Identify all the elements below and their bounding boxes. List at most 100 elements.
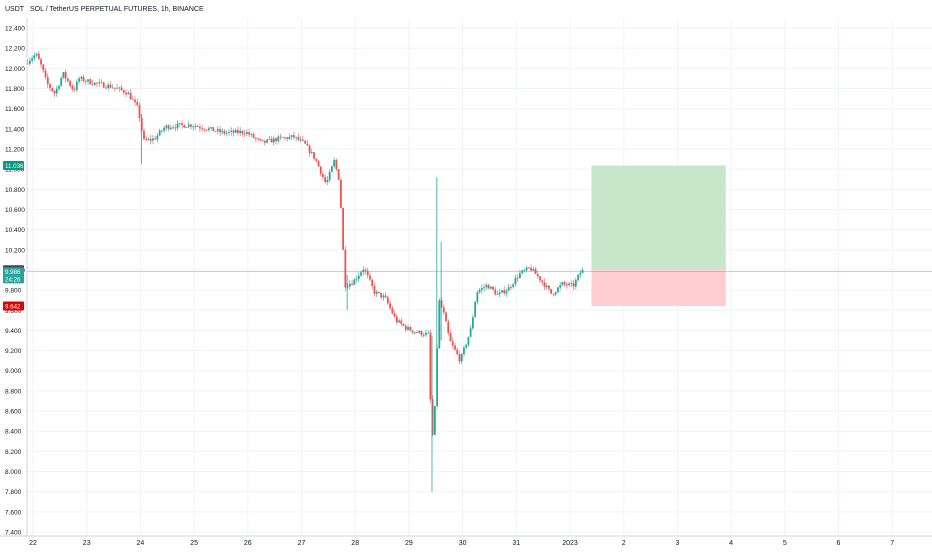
candle-body xyxy=(369,275,371,280)
candle-body xyxy=(281,137,284,138)
candle-body xyxy=(554,292,557,295)
candle-body xyxy=(398,320,400,323)
loss-zone[interactable] xyxy=(591,269,726,307)
candle-body xyxy=(234,129,237,133)
candle-body xyxy=(239,130,242,134)
candle-body xyxy=(196,126,199,127)
candle-body xyxy=(471,317,474,329)
candle-body xyxy=(355,278,358,280)
x-tick-label: 28 xyxy=(351,540,359,547)
candle-body xyxy=(149,138,152,141)
candle-body xyxy=(536,274,539,277)
y-axis[interactable]: 7.400 7.600 7.800 8.000 8.200 8.400 8.600 8.800… xyxy=(5,26,25,537)
candle-body xyxy=(178,123,181,125)
candle-body xyxy=(469,328,472,337)
candle-body xyxy=(187,124,190,128)
candle-body xyxy=(324,177,327,183)
candle-body xyxy=(185,127,188,128)
candle-body xyxy=(380,292,383,298)
candle-body xyxy=(295,136,298,138)
candle-body xyxy=(219,129,221,133)
candle-body xyxy=(118,87,121,89)
candle-body xyxy=(181,123,183,125)
candle-body xyxy=(125,92,127,95)
candle-body xyxy=(194,126,197,127)
candle-body xyxy=(521,270,524,274)
candle-body xyxy=(252,133,255,138)
candle-body xyxy=(152,138,154,141)
candle-body xyxy=(530,267,532,271)
candle-body xyxy=(322,173,324,178)
candle-body xyxy=(246,132,248,134)
y-tick-label: 11.800 xyxy=(5,86,25,93)
candle-body xyxy=(489,286,492,289)
candle-body xyxy=(342,207,345,250)
candle-body xyxy=(250,133,253,135)
candle-body xyxy=(420,331,423,336)
candle-body xyxy=(313,152,315,159)
y-tick-label: 10.600 xyxy=(5,207,25,214)
candle-body xyxy=(364,269,367,272)
y-tick-label: 12.200 xyxy=(5,46,25,53)
candle-body xyxy=(75,81,78,90)
grid xyxy=(27,18,932,536)
candle-body xyxy=(476,292,479,303)
candle-body xyxy=(505,290,508,294)
candle-body xyxy=(143,130,145,139)
y-tick-label: 7.600 xyxy=(5,509,22,516)
candle-body xyxy=(120,87,123,91)
candle-body xyxy=(207,128,210,131)
candle-body xyxy=(136,102,139,106)
candle-body xyxy=(44,70,47,78)
candle-body xyxy=(275,138,277,142)
y-tick-label: 7.400 xyxy=(5,529,22,536)
y-tick-label: 8.200 xyxy=(5,449,22,456)
candle-body xyxy=(93,82,96,85)
candle-body xyxy=(433,406,436,435)
x-axis[interactable]: 22 23 24 25 26 27 28 29 30 31 2023 2 3 4 5 6 7 xyxy=(29,540,894,547)
candle-body xyxy=(286,137,289,140)
candle-body xyxy=(225,132,228,134)
candle-body xyxy=(96,82,98,84)
x-tick-label: 27 xyxy=(298,540,306,547)
candle-body xyxy=(304,140,306,144)
candle-body xyxy=(550,288,553,294)
candle-body xyxy=(111,87,114,89)
candle-body xyxy=(503,290,506,294)
candle-body xyxy=(102,82,105,88)
candle-body xyxy=(35,53,38,56)
profit-zone[interactable] xyxy=(591,165,726,270)
stop-badge-box xyxy=(3,301,24,311)
last-price-badge-text: 9.986 xyxy=(5,269,21,276)
candle-body xyxy=(109,84,112,88)
position-zones[interactable] xyxy=(591,165,726,307)
candle-body xyxy=(366,271,369,276)
x-tick-label: 29 xyxy=(405,540,413,547)
candle-body xyxy=(308,145,311,154)
candle-body xyxy=(33,55,36,59)
candle-body xyxy=(449,333,452,342)
candle-body xyxy=(288,136,291,140)
y-tick-label: 12.400 xyxy=(5,26,25,33)
candle-body xyxy=(518,273,521,279)
candle-body xyxy=(26,63,29,65)
candle-body xyxy=(545,285,548,288)
candle-body xyxy=(131,99,134,101)
candle-body xyxy=(263,140,266,143)
candle-body xyxy=(67,78,69,82)
candle-body xyxy=(87,79,89,82)
candle-body xyxy=(532,268,535,271)
candle-body xyxy=(98,82,101,84)
candle-body xyxy=(40,59,42,65)
x-tick-label: 31 xyxy=(512,540,520,547)
candle-body xyxy=(232,130,235,133)
candle-body xyxy=(534,268,537,275)
candle-body xyxy=(290,135,293,137)
candle-body xyxy=(292,135,295,138)
candle-body xyxy=(501,290,503,293)
candle-body xyxy=(357,275,360,279)
y-tick-label: 11.600 xyxy=(5,106,25,113)
candle-body xyxy=(337,169,340,180)
candle-body xyxy=(319,166,322,174)
